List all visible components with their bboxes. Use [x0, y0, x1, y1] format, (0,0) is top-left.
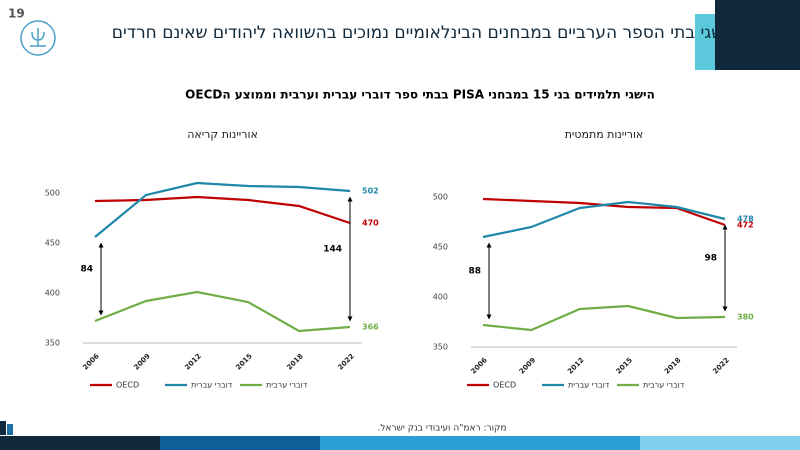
- gap-label: 98: [704, 254, 717, 264]
- value-label: 478: [737, 215, 754, 224]
- value-label: 472: [737, 221, 754, 230]
- value-label: 470: [362, 219, 379, 228]
- subtitle: הישגי תלמידים בני 15 במבחני PISA בבתי ספ…: [185, 88, 655, 102]
- chart-title: אוריינות קריאה: [187, 128, 258, 141]
- y-tick-label: 350: [45, 339, 60, 348]
- series-line: [482, 200, 726, 239]
- legend-label: OECD: [116, 381, 139, 390]
- slide-title: הישגי בתי הספר הערביים במבחנים הבינלאומי…: [112, 23, 739, 43]
- gap-label: 84: [80, 265, 93, 275]
- series-line: [482, 304, 726, 332]
- legend-label: דוברי ערבית: [266, 381, 308, 390]
- logo: [20, 20, 56, 56]
- legend-label: דוברי עברית: [568, 381, 610, 390]
- series-line: [94, 195, 351, 225]
- gap-label: 144: [323, 245, 342, 255]
- y-tick-label: 500: [433, 193, 448, 202]
- y-tick-label: 350: [433, 343, 448, 352]
- header-accent: [695, 14, 715, 70]
- value-label: 502: [362, 187, 379, 196]
- value-label: 366: [362, 323, 379, 332]
- footer-stripe: [0, 436, 160, 450]
- footer-stripe: [160, 436, 320, 450]
- legend-label: דוברי ערבית: [643, 381, 685, 390]
- footer-stripe: [320, 436, 640, 450]
- y-tick-label: 450: [433, 243, 448, 252]
- legend-label: דוברי עברית: [191, 381, 233, 390]
- header-block: [715, 0, 800, 70]
- gap-label: 88: [468, 267, 481, 277]
- series-line: [94, 181, 351, 238]
- y-tick-label: 400: [45, 289, 60, 298]
- series-line: [94, 290, 351, 333]
- y-tick-label: 500: [45, 189, 60, 198]
- logo-emblem: [30, 28, 46, 47]
- chart-title: אוריינות מתמטית: [565, 128, 644, 141]
- y-tick-label: 450: [45, 239, 60, 248]
- source: מקור: ראמ"ה ועיבודי בנק ישראל.: [377, 424, 506, 434]
- legend-label: OECD: [493, 381, 516, 390]
- footer-stripe: [640, 436, 800, 450]
- y-tick-label: 400: [433, 293, 448, 302]
- footer-square: [0, 421, 6, 435]
- value-label: 380: [737, 313, 754, 322]
- footer-square: [7, 424, 13, 435]
- page-number: 19: [8, 7, 25, 21]
